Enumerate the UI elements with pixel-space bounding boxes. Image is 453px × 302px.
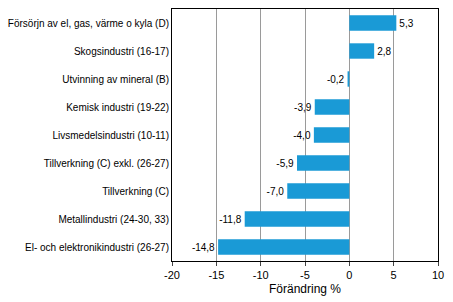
svg-text:-5,9: -5,9 — [276, 158, 294, 169]
svg-text:Tillverkning (C) exkl. (26-27): Tillverkning (C) exkl. (26-27) — [44, 158, 169, 169]
svg-text:-10: -10 — [253, 269, 269, 281]
svg-text:-3,9: -3,9 — [294, 102, 312, 113]
svg-text:El- och elektronikindustri (26: El- och elektronikindustri (26-27) — [25, 242, 169, 253]
svg-text:Förändring %: Förändring % — [269, 282, 341, 296]
svg-text:-0,2: -0,2 — [327, 74, 345, 85]
svg-text:10: 10 — [432, 269, 444, 281]
svg-text:Skogsindustri (16-17): Skogsindustri (16-17) — [74, 46, 169, 57]
svg-text:-15: -15 — [208, 269, 224, 281]
svg-text:-20: -20 — [164, 269, 180, 281]
svg-text:Utvinning av mineral (B): Utvinning av mineral (B) — [62, 74, 169, 85]
svg-text:Metallindustri (24-30, 33): Metallindustri (24-30, 33) — [58, 214, 169, 225]
svg-text:-4,0: -4,0 — [293, 130, 311, 141]
svg-text:-11,8: -11,8 — [219, 214, 241, 225]
svg-text:5: 5 — [391, 269, 397, 281]
svg-text:Livsmedelsindustri (10-11): Livsmedelsindustri (10-11) — [52, 130, 169, 141]
svg-text:5,3: 5,3 — [399, 18, 413, 29]
svg-text:Kemisk industri (19-22): Kemisk industri (19-22) — [66, 102, 169, 113]
svg-text:0: 0 — [346, 269, 352, 281]
svg-text:2,8: 2,8 — [377, 46, 391, 57]
svg-text:-7,0: -7,0 — [267, 186, 285, 197]
svg-text:-14,8: -14,8 — [192, 242, 215, 253]
svg-text:Tillverkning (C): Tillverkning (C) — [102, 186, 169, 197]
svg-text:-5: -5 — [300, 269, 310, 281]
svg-text:Försörjn av el, gas, värme o k: Försörjn av el, gas, värme o kyla (D) — [8, 18, 169, 29]
